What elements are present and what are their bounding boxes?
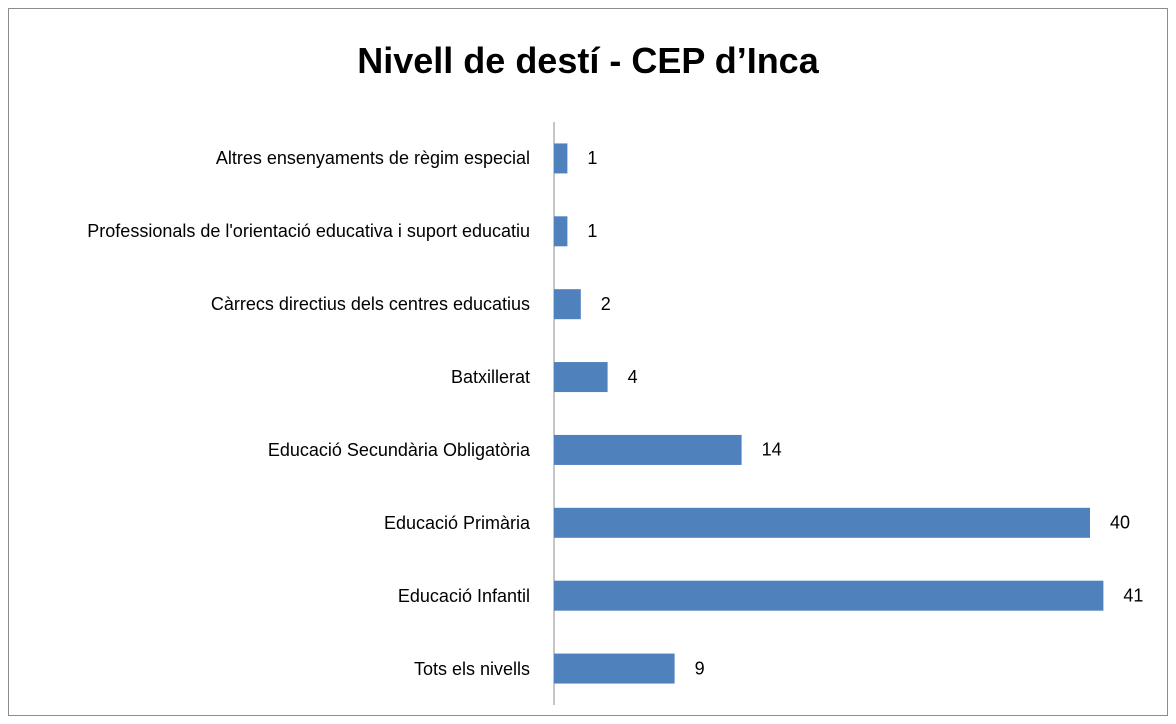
data-label: 1 (587, 221, 597, 241)
y-tick-label: Altres ensenyaments de règim especial (215, 148, 530, 169)
bar (554, 580, 1104, 611)
chart-title: Nivell de destí - CEP d’Inca (357, 40, 819, 81)
data-label: 9 (695, 658, 705, 678)
y-tick-label: Professionals de l'orientació educativa … (87, 221, 530, 242)
bar (554, 362, 608, 393)
y-tick-label: Educació Secundària Obligatòria (267, 439, 530, 460)
data-label: 40 (1110, 513, 1130, 533)
y-tick-label: Tots els nivells (413, 658, 530, 679)
y-tick-label: Educació Primària (383, 512, 530, 533)
data-label: 4 (628, 367, 638, 387)
bar (554, 143, 568, 174)
y-tick-label: Batxillerat (450, 367, 530, 388)
bar (554, 434, 742, 465)
bar (554, 507, 1090, 538)
bar (554, 216, 568, 247)
bar (554, 289, 581, 320)
data-label: 14 (762, 440, 782, 460)
data-label: 2 (601, 294, 611, 314)
data-label: 41 (1123, 585, 1143, 605)
bar (554, 653, 675, 684)
data-label: 1 (587, 148, 597, 168)
y-tick-label: Educació Infantil (397, 585, 530, 606)
chart-frame (8, 8, 1168, 716)
y-tick-label: Càrrecs directius dels centres educatius (210, 294, 530, 315)
